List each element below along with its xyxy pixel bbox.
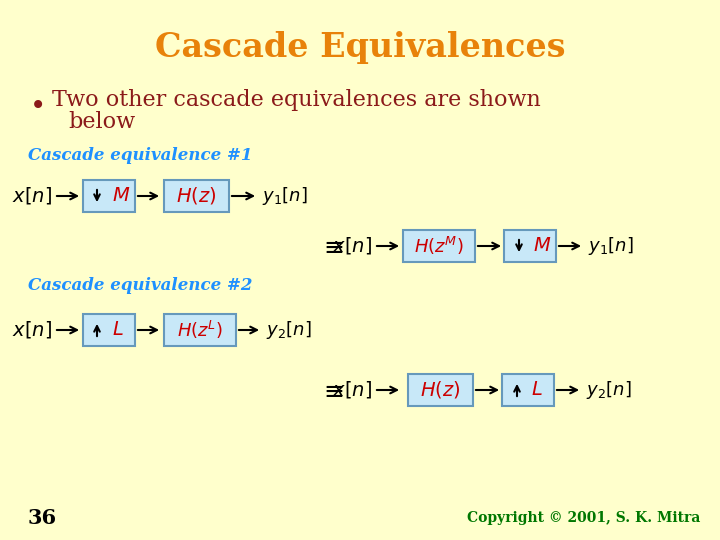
FancyBboxPatch shape <box>403 230 475 262</box>
FancyBboxPatch shape <box>83 180 135 212</box>
Text: $H(z)$: $H(z)$ <box>420 380 460 401</box>
Text: $x[n]$: $x[n]$ <box>332 380 372 401</box>
Text: $L$: $L$ <box>531 381 543 399</box>
Text: 36: 36 <box>28 508 57 528</box>
Text: $y_1[n]$: $y_1[n]$ <box>588 235 634 257</box>
Text: $y_1[n]$: $y_1[n]$ <box>262 185 307 207</box>
Text: Two other cascade equivalences are shown: Two other cascade equivalences are shown <box>52 89 541 111</box>
Text: Cascade equivalence #2: Cascade equivalence #2 <box>28 276 253 294</box>
FancyBboxPatch shape <box>164 314 236 346</box>
Text: Cascade equivalence #1: Cascade equivalence #1 <box>28 146 253 164</box>
Text: $L$: $L$ <box>112 321 124 339</box>
Text: •: • <box>30 94 46 122</box>
FancyBboxPatch shape <box>408 374 472 406</box>
Text: $H(z^M)$: $H(z^M)$ <box>414 235 464 257</box>
Text: below: below <box>68 111 135 133</box>
FancyBboxPatch shape <box>502 374 554 406</box>
Text: $M$: $M$ <box>112 187 130 205</box>
FancyBboxPatch shape <box>504 230 556 262</box>
FancyBboxPatch shape <box>163 180 228 212</box>
Text: $M$: $M$ <box>533 237 552 255</box>
Text: $y_2[n]$: $y_2[n]$ <box>266 319 312 341</box>
Text: $\equiv$: $\equiv$ <box>320 378 345 402</box>
Text: $x[n]$: $x[n]$ <box>12 320 52 341</box>
Text: Cascade Equivalences: Cascade Equivalences <box>155 31 565 64</box>
Text: $y_2[n]$: $y_2[n]$ <box>586 379 631 401</box>
Text: $H(z)$: $H(z)$ <box>176 186 216 206</box>
Text: $\equiv$: $\equiv$ <box>320 234 345 258</box>
Text: Copyright © 2001, S. K. Mitra: Copyright © 2001, S. K. Mitra <box>467 511 700 525</box>
Text: $H(z^L)$: $H(z^L)$ <box>177 319 223 341</box>
Text: $x[n]$: $x[n]$ <box>12 186 52 206</box>
FancyBboxPatch shape <box>83 314 135 346</box>
Text: $x[n]$: $x[n]$ <box>332 235 372 256</box>
